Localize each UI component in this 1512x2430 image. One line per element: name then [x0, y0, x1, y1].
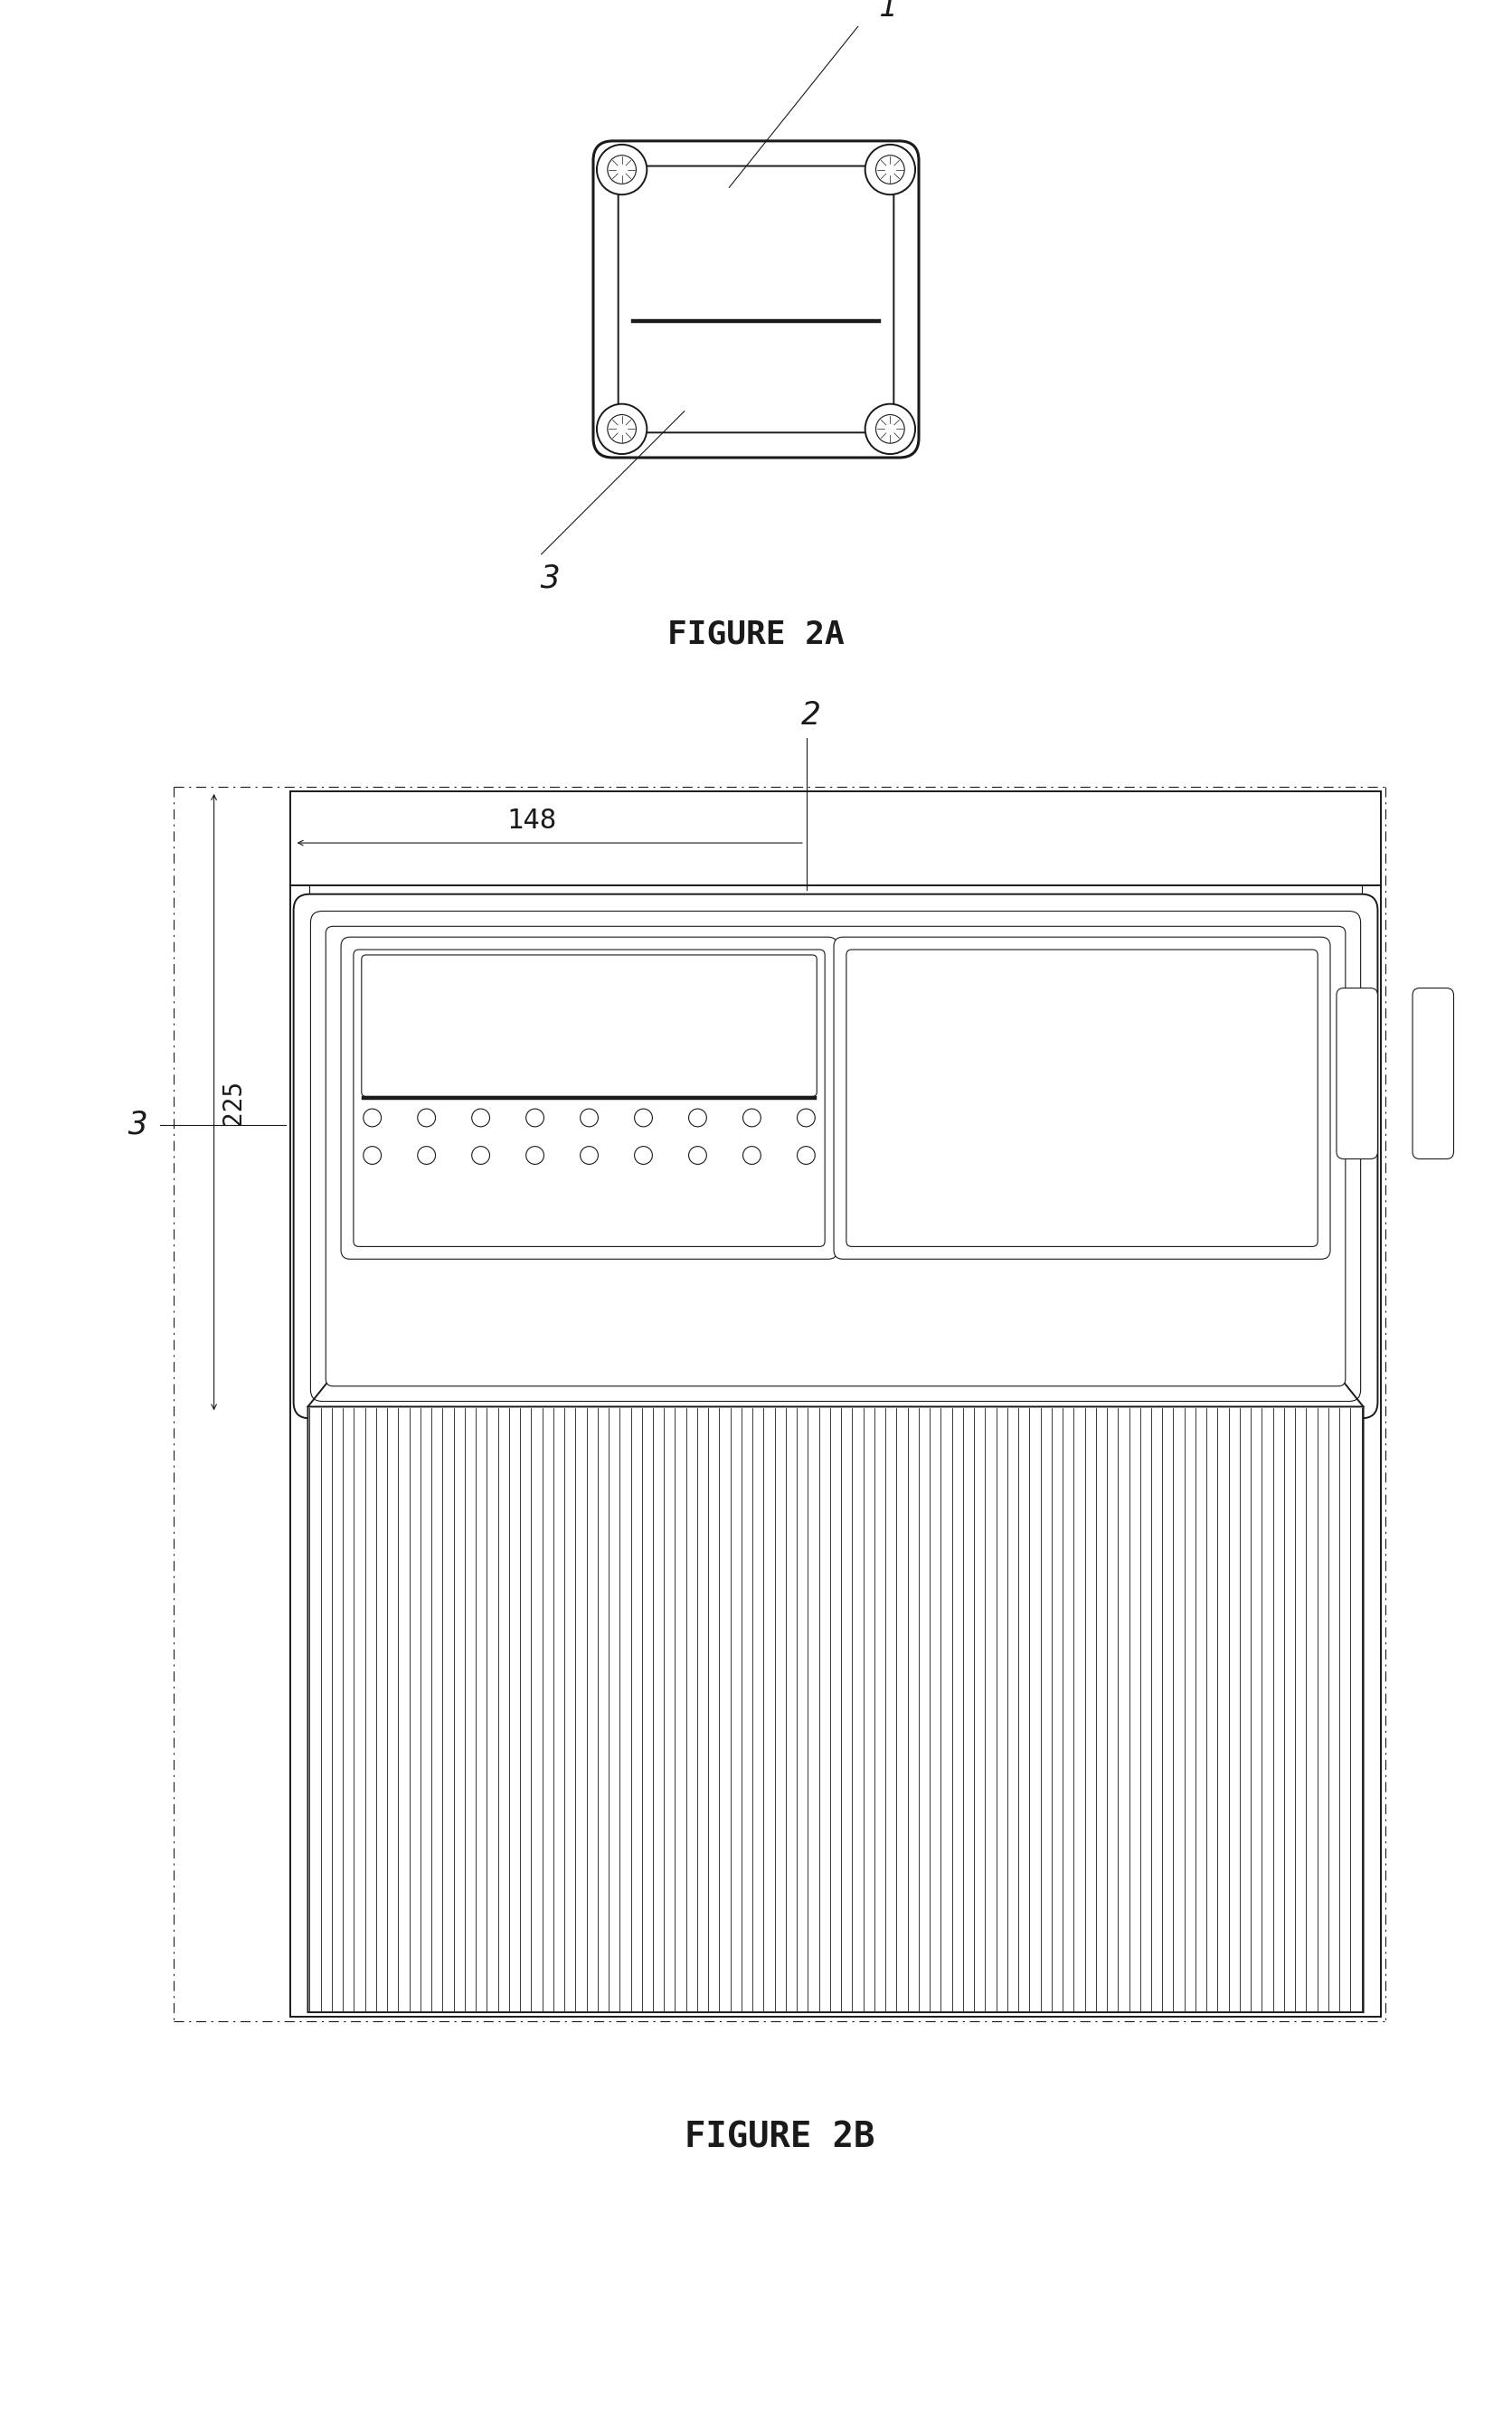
Text: 1: 1 [880, 0, 898, 22]
Circle shape [581, 1108, 599, 1128]
FancyBboxPatch shape [361, 955, 816, 1096]
Circle shape [635, 1108, 652, 1128]
Text: 3: 3 [129, 1111, 148, 1140]
FancyBboxPatch shape [1412, 989, 1453, 1159]
Circle shape [865, 143, 915, 194]
Circle shape [363, 1108, 381, 1128]
Text: FIGURE 2B: FIGURE 2B [685, 2121, 875, 2155]
Circle shape [742, 1108, 761, 1128]
Circle shape [797, 1108, 815, 1128]
Circle shape [597, 403, 647, 454]
Circle shape [417, 1147, 435, 1164]
Circle shape [797, 1147, 815, 1164]
FancyBboxPatch shape [1337, 989, 1377, 1159]
FancyBboxPatch shape [310, 911, 1361, 1402]
FancyBboxPatch shape [342, 938, 838, 1259]
Circle shape [581, 1147, 599, 1164]
Circle shape [526, 1147, 544, 1164]
Circle shape [608, 416, 637, 442]
FancyBboxPatch shape [833, 938, 1331, 1259]
FancyBboxPatch shape [593, 141, 919, 457]
FancyBboxPatch shape [308, 1407, 1364, 2012]
FancyBboxPatch shape [325, 926, 1346, 1385]
Circle shape [417, 1108, 435, 1128]
Circle shape [865, 403, 915, 454]
Text: 148: 148 [507, 807, 556, 833]
Circle shape [875, 416, 904, 442]
Text: FIGURE 2A: FIGURE 2A [667, 620, 845, 651]
FancyBboxPatch shape [354, 950, 826, 1247]
Text: 2: 2 [801, 700, 821, 731]
Circle shape [688, 1108, 706, 1128]
FancyBboxPatch shape [293, 894, 1377, 1419]
Circle shape [597, 143, 647, 194]
Circle shape [472, 1147, 490, 1164]
Text: 3: 3 [540, 564, 559, 593]
Circle shape [742, 1147, 761, 1164]
FancyBboxPatch shape [618, 165, 894, 433]
Circle shape [635, 1147, 652, 1164]
Circle shape [688, 1147, 706, 1164]
Circle shape [526, 1108, 544, 1128]
FancyBboxPatch shape [847, 950, 1318, 1247]
Circle shape [363, 1147, 381, 1164]
Text: 225: 225 [221, 1079, 246, 1125]
Circle shape [875, 156, 904, 185]
Circle shape [472, 1108, 490, 1128]
Circle shape [608, 156, 637, 185]
